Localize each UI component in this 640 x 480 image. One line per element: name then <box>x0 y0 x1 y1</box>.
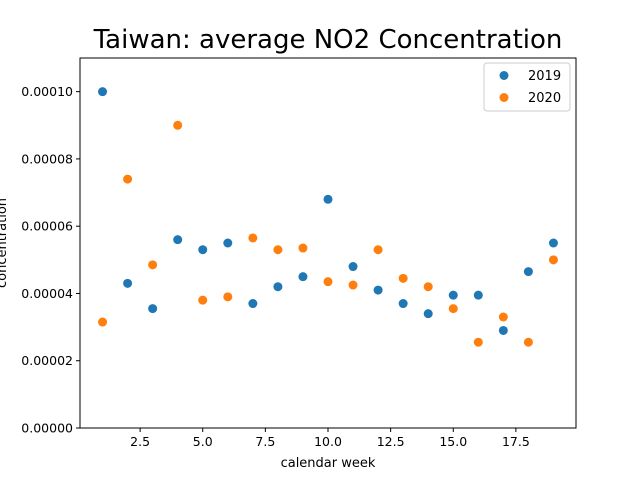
point-2019-week-13 <box>398 299 408 309</box>
y-tick-label: 0.00008 <box>21 151 73 166</box>
point-2020-week-3 <box>148 260 158 270</box>
point-2020-week-14 <box>423 282 433 292</box>
legend-entry-2020: 2020 <box>528 91 561 106</box>
point-2020-week-2 <box>123 174 133 184</box>
point-2019-week-18 <box>523 267 533 277</box>
y-axis: 0.00000 0.00002 0.00004 0.00006 0.00008 0.000… <box>21 84 80 436</box>
point-2019-week-10 <box>323 194 333 204</box>
plot-frame <box>79 57 577 429</box>
x-axis-label: calendar week <box>281 456 376 471</box>
point-2019-week-17 <box>498 325 508 335</box>
point-2020-week-15 <box>448 304 458 314</box>
point-2020-week-17 <box>498 312 508 322</box>
x-tick-label: 5.0 <box>193 434 213 449</box>
point-2019-week-15 <box>448 290 458 300</box>
y-tick-label: 0.00004 <box>21 286 73 301</box>
x-tick-label: 17.5 <box>502 434 530 449</box>
plot-area <box>79 57 577 429</box>
point-2020-week-12 <box>373 245 383 255</box>
point-2019-week-8 <box>273 282 283 292</box>
point-2019-week-14 <box>423 309 433 319</box>
point-2019-week-11 <box>348 262 358 272</box>
point-2020-week-5 <box>198 295 208 305</box>
y-tick-label: 0.00010 <box>21 84 73 99</box>
point-2019-week-9 <box>298 272 308 282</box>
y-tick-label: 0.00000 <box>21 421 73 436</box>
x-axis: 2.5 5.0 7.5 10.0 12.5 15.0 17.5 <box>130 428 530 449</box>
point-2019-week-5 <box>198 245 208 255</box>
point-2019-week-19 <box>548 238 558 248</box>
point-2020-week-6 <box>223 292 233 302</box>
legend: 2019 2020 <box>483 62 571 112</box>
point-2019-week-16 <box>473 290 483 300</box>
x-tick-label: 2.5 <box>130 434 150 449</box>
legend-marker-2019 <box>499 71 509 80</box>
y-tick-label: 0.00002 <box>21 353 73 368</box>
point-2020-week-7 <box>248 233 258 243</box>
point-2020-week-1 <box>98 317 108 327</box>
point-2019-week-7 <box>248 299 258 309</box>
point-2019-week-3 <box>148 304 158 314</box>
x-tick-label: 10.0 <box>314 434 342 449</box>
point-2019-week-12 <box>373 285 383 295</box>
y-tick-label: 0.00006 <box>21 219 73 234</box>
point-2019-week-2 <box>123 278 133 288</box>
chart-title: Taiwan: average NO2 Concentration <box>93 25 563 55</box>
point-2020-week-9 <box>298 243 308 253</box>
point-2020-week-4 <box>173 120 183 130</box>
x-tick-label: 7.5 <box>255 434 275 449</box>
scatter-points <box>98 87 558 347</box>
point-2019-week-1 <box>98 87 108 97</box>
point-2020-week-8 <box>273 245 283 255</box>
point-2019-week-6 <box>223 238 233 248</box>
x-tick-label: 12.5 <box>377 434 405 449</box>
point-2020-week-11 <box>348 280 358 290</box>
x-tick-label: 15.0 <box>439 434 467 449</box>
legend-entry-2019: 2019 <box>528 69 561 84</box>
legend-marker-2020 <box>499 93 509 102</box>
point-2020-week-18 <box>523 337 533 347</box>
point-2020-week-16 <box>473 337 483 347</box>
point-2019-week-4 <box>173 235 183 245</box>
point-2020-week-13 <box>398 273 408 283</box>
y-axis-label: concentration <box>0 198 10 288</box>
point-2020-week-10 <box>323 277 333 287</box>
point-2020-week-19 <box>548 255 558 265</box>
